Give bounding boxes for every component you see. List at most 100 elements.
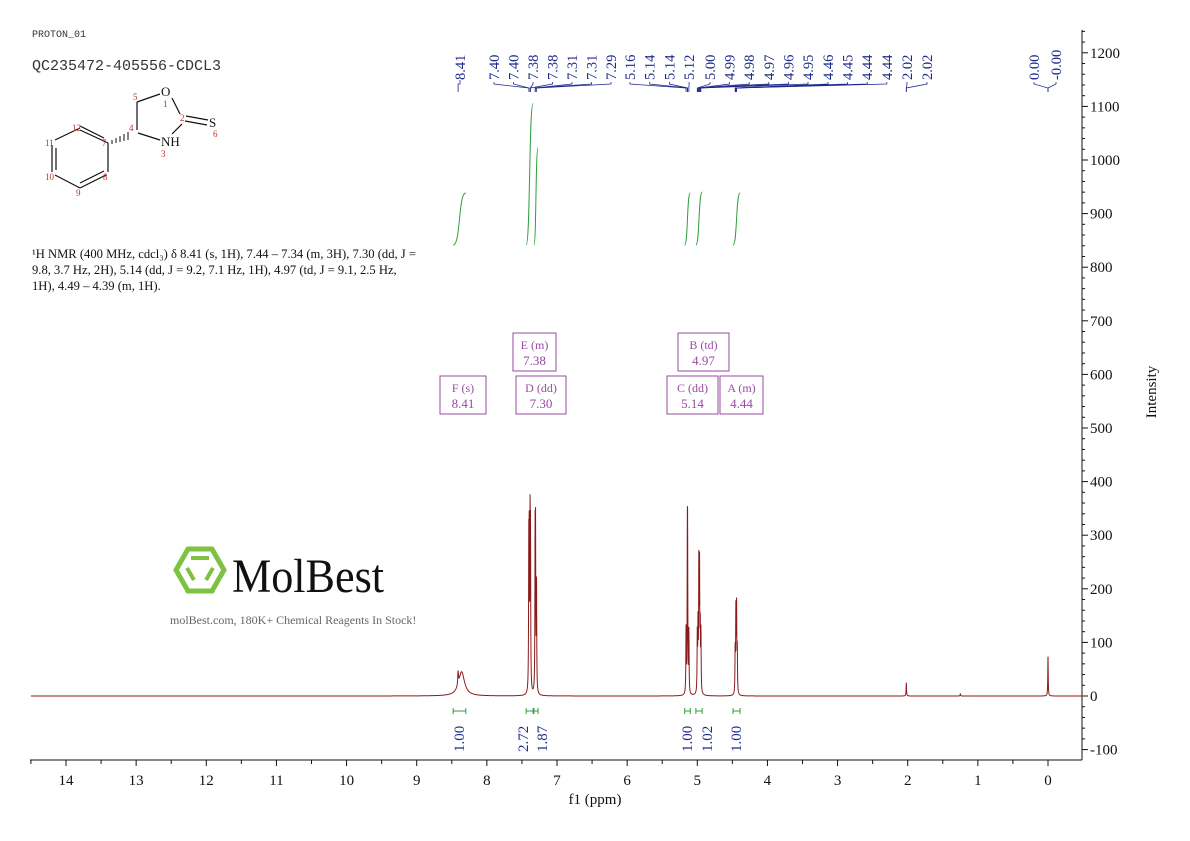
x-tick-label: 12 [199, 773, 214, 789]
peak-label: 7.38 [546, 55, 562, 80]
nmr-description: ¹H NMR (400 MHz, cdcl₃) δ 8.41 (s, 1H), … [32, 247, 416, 293]
peak-label: 4.99 [723, 55, 739, 80]
peak-label: 4.96 [781, 55, 797, 80]
multiplet-box [666, 375, 719, 415]
multiplet-shift: 8.41 [452, 396, 475, 411]
peak-label-connector [696, 82, 711, 92]
peak-label-connector [700, 82, 809, 92]
integral-value: 1.00 [452, 726, 468, 752]
y-tick-label: 500 [1090, 421, 1113, 437]
multiplet-shift: 4.44 [730, 396, 753, 411]
peak-label: -0.00 [1049, 50, 1065, 80]
atom-number: 6 [213, 129, 218, 139]
y-tick-label: 300 [1090, 528, 1113, 544]
integral-curve [695, 191, 703, 246]
peak-label: 4.98 [742, 55, 758, 80]
atom-s: S [209, 115, 216, 130]
multiplet-box [439, 375, 487, 415]
peak-label-connector [736, 82, 888, 92]
y-tick-label: -100 [1090, 743, 1118, 759]
atom-number: 1 [163, 99, 168, 109]
x-tick-label: 9 [413, 773, 421, 789]
peak-label: 0.00 [1027, 55, 1043, 80]
peak-label-connector [735, 82, 848, 92]
peak-label: 5.14 [662, 54, 678, 80]
y-tick-label: 700 [1090, 314, 1113, 330]
peak-label: 4.45 [841, 55, 857, 80]
peak-label: 7.40 [487, 55, 503, 80]
y-tick-label: 1100 [1090, 99, 1119, 115]
peak-label-connector [697, 82, 730, 92]
integral-value: 1.00 [729, 726, 745, 752]
integral-bracket [695, 708, 703, 714]
integral-value: 1.00 [680, 726, 696, 752]
x-tick-label: 10 [339, 773, 354, 789]
peak-label-connector [1033, 82, 1049, 92]
atom-number: 10 [45, 172, 55, 182]
integral-bracket [452, 708, 467, 714]
multiplet-box [515, 375, 567, 415]
peak-label-connector [513, 82, 530, 92]
multiplet-label: F (s) [452, 381, 474, 395]
peak-label: 4.97 [762, 55, 778, 80]
x-tick-label: 1 [974, 773, 982, 789]
peak-label: 2.02 [900, 55, 916, 80]
x-tick-label: 6 [623, 773, 631, 789]
peak-label-connector [457, 80, 461, 92]
peak-label: 4.44 [860, 54, 876, 80]
peak-label: 4.44 [880, 54, 896, 80]
integral-bracket [684, 708, 691, 714]
peak-label: 2.02 [920, 55, 936, 80]
multiplet-shift: 4.97 [692, 353, 715, 368]
x-tick-label: 7 [553, 773, 561, 789]
molecule-structure: O NH S 1 2 3 4 5 6 7 8 9 10 11 12 [45, 84, 218, 198]
spectrum-line [30, 494, 1083, 697]
integral-bracket [525, 708, 534, 714]
integral-bracket [732, 708, 741, 714]
atom-number: 11 [45, 138, 54, 148]
multiplet-shift: 7.30 [530, 396, 553, 411]
multiplet-label: A (m) [727, 381, 755, 395]
atom-number: 12 [72, 123, 81, 133]
peak-label: 4.95 [801, 55, 817, 80]
sample-id: QC235472-405556-CDCL3 [32, 58, 222, 75]
peak-label: 7.29 [604, 55, 620, 80]
x-axis-label: f1 (ppm) [569, 792, 622, 808]
integral-value: 1.87 [535, 725, 551, 752]
multiplet-label: D (dd) [525, 381, 557, 395]
integral-curve [525, 103, 534, 246]
atom-number: 3 [161, 149, 166, 159]
x-tick-label: 4 [764, 773, 772, 789]
x-tick-label: 13 [129, 773, 144, 789]
peak-label: 5.16 [623, 55, 639, 80]
integral-bracket [533, 708, 539, 714]
multiplet-label: B (td) [689, 338, 717, 352]
multiplet-box [719, 375, 764, 415]
peak-label-connector [698, 82, 750, 92]
peak-label-connector [1047, 82, 1057, 92]
x-tick-label: 11 [269, 773, 283, 789]
atom-number: 8 [103, 172, 108, 182]
peak-label: 8.41 [453, 55, 469, 80]
peak-label: 7.38 [526, 55, 542, 80]
peak-label-connector [534, 82, 592, 92]
integral-value: 2.72 [516, 726, 532, 752]
integral-curve [732, 192, 741, 246]
y-axis-label: Intensity [1144, 365, 1160, 418]
peak-label-connector [905, 82, 928, 92]
y-tick-label: 600 [1090, 367, 1113, 383]
integral-curve [533, 147, 539, 246]
integral-curve [684, 192, 691, 246]
peak-label: 7.40 [507, 55, 523, 80]
y-tick-label: 400 [1090, 475, 1113, 491]
y-tick-label: 800 [1090, 260, 1113, 276]
peak-label: 7.31 [585, 55, 601, 80]
y-tick-label: 0 [1090, 689, 1098, 705]
watermark-brand: MolBest [232, 550, 385, 603]
peak-label: 5.12 [682, 55, 698, 80]
y-tick-label: 1200 [1090, 46, 1120, 62]
peak-label-connector [536, 82, 612, 92]
x-tick-label: 14 [59, 773, 75, 789]
peak-label-connector [529, 82, 553, 92]
